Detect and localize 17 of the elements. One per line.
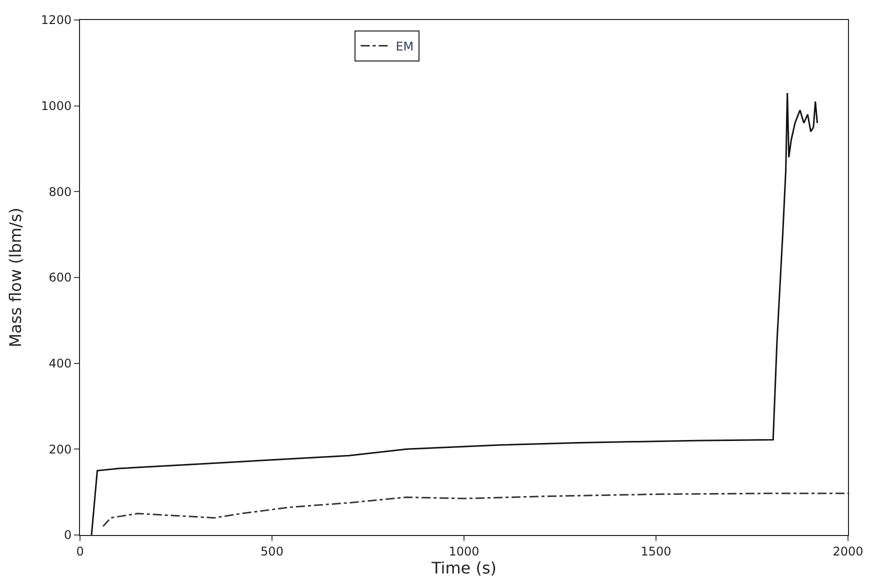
x-tick-label: 1500 xyxy=(640,544,672,558)
y-tick-label: 800 xyxy=(48,184,72,199)
x-tick-label: 500 xyxy=(260,544,284,558)
line-series xyxy=(90,92,818,535)
line-series xyxy=(102,492,848,528)
x-tick-label: 0 xyxy=(76,544,84,558)
x-axis-title: Time (s) xyxy=(430,558,497,578)
legend-label: EM xyxy=(396,39,414,54)
y-axis-title: Mass flow (lbm/s) xyxy=(6,208,25,348)
y-tick-label: 0 xyxy=(64,528,72,542)
y-tick-label: 1000 xyxy=(41,99,72,114)
y-tick-label: 1200 xyxy=(41,13,72,28)
y-tick-label: 400 xyxy=(48,356,72,371)
x-tick-label: 1000 xyxy=(448,544,480,558)
x-tick-label: 2000 xyxy=(832,544,864,558)
y-tick-label: 200 xyxy=(48,442,72,456)
y-tick-label: 600 xyxy=(48,270,72,285)
